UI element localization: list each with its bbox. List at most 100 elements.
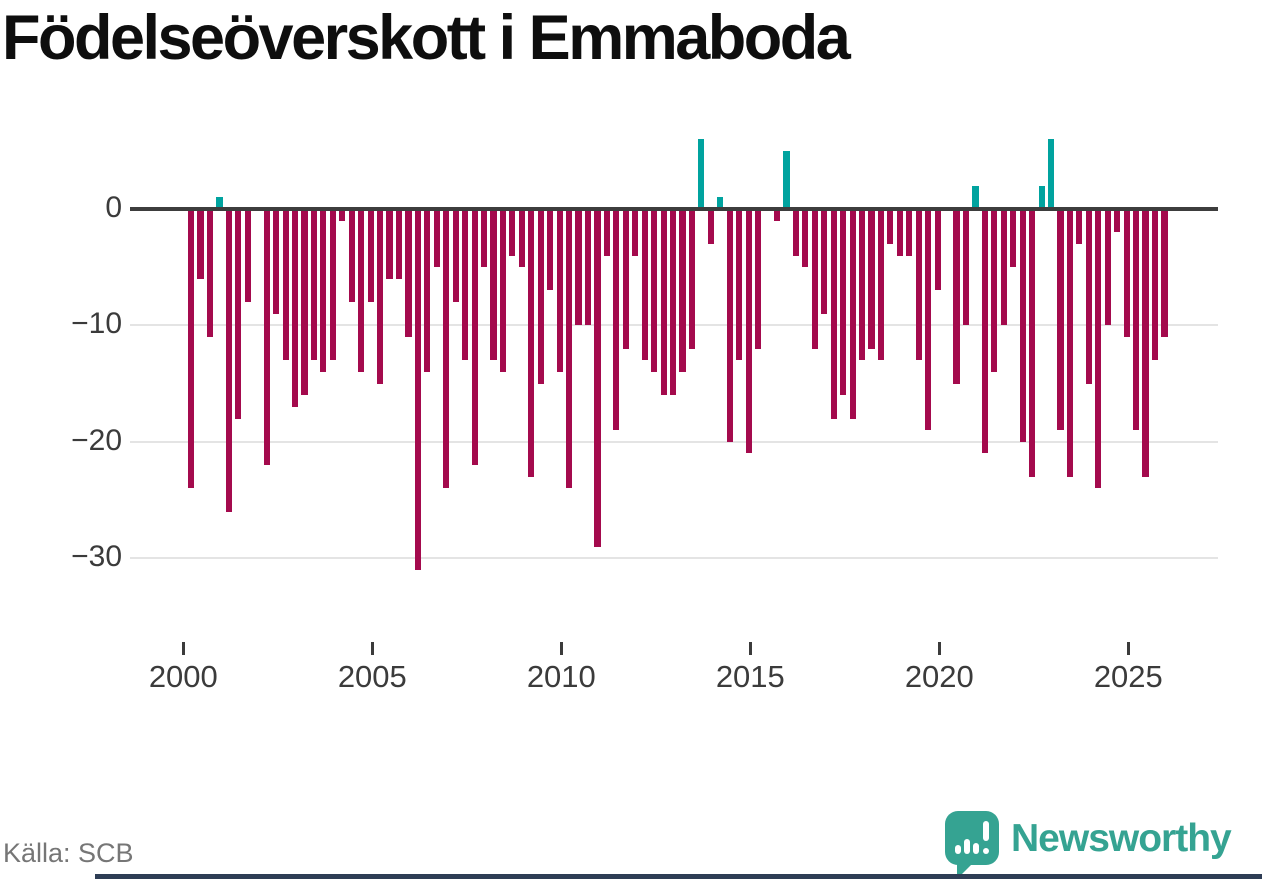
bar <box>688 209 696 349</box>
bar <box>414 209 421 570</box>
x-axis-label: 2000 <box>148 659 218 694</box>
x-axis-tick <box>370 642 374 655</box>
bar <box>1123 209 1130 338</box>
bar <box>1133 209 1140 431</box>
logo-bar-icon <box>973 843 979 854</box>
bar <box>783 150 790 211</box>
bar <box>188 209 195 489</box>
bar <box>291 209 299 407</box>
bar <box>462 209 469 361</box>
bar <box>518 209 525 268</box>
bar <box>443 209 450 489</box>
bar <box>925 209 932 431</box>
bar <box>358 209 365 372</box>
bar <box>1047 139 1055 211</box>
bar <box>849 209 856 419</box>
gridline <box>130 557 1218 560</box>
bar <box>556 209 563 372</box>
bar <box>1151 209 1159 361</box>
bar <box>575 209 582 326</box>
bar <box>1142 209 1149 477</box>
brand-wordmark: Newsworthy <box>1011 817 1232 860</box>
bar <box>301 209 308 396</box>
bar <box>877 209 885 361</box>
x-axis-tick <box>181 642 185 655</box>
y-axis-label: −10 <box>71 307 122 341</box>
bar <box>896 209 903 256</box>
bar <box>981 209 988 454</box>
bar <box>377 209 384 384</box>
bar <box>1085 209 1092 384</box>
bar <box>1066 209 1074 477</box>
bar <box>1114 209 1121 233</box>
bar <box>698 139 705 211</box>
logo-bar-icon <box>955 845 961 854</box>
x-axis-tick <box>748 642 752 655</box>
bar <box>320 209 327 372</box>
bar <box>584 209 592 326</box>
bar <box>792 209 799 256</box>
bar <box>717 197 724 211</box>
bar <box>405 209 412 338</box>
x-axis-tick <box>1126 642 1130 655</box>
bar <box>1057 209 1064 431</box>
bar <box>206 209 214 338</box>
chart-area: 0 −10 −20 −30 2000 2005 2010 2015 2020 2025 <box>71 139 1218 694</box>
bar <box>660 209 667 396</box>
x-axis-tick <box>937 642 941 655</box>
bar <box>197 209 204 279</box>
bar <box>273 209 280 314</box>
bar <box>1019 209 1026 442</box>
bar <box>424 209 431 372</box>
bar <box>566 209 573 489</box>
bar <box>216 197 223 211</box>
bar <box>811 209 818 349</box>
x-axis-label: 2025 <box>1093 659 1163 694</box>
bar <box>263 209 270 466</box>
bar <box>707 209 714 244</box>
bar <box>613 209 620 431</box>
bar <box>887 209 894 244</box>
bar <box>395 209 403 279</box>
bar <box>934 209 941 291</box>
bar <box>339 209 346 221</box>
bar <box>745 209 752 454</box>
bar <box>1010 209 1017 268</box>
x-axis-label: 2015 <box>715 659 785 694</box>
bar <box>991 209 998 372</box>
bar <box>1000 209 1007 326</box>
y-axis-label: −30 <box>71 540 122 574</box>
bar <box>480 209 488 268</box>
bar <box>367 209 374 303</box>
bar <box>528 209 535 477</box>
bar <box>235 209 242 419</box>
logo-bar-icon <box>964 839 970 854</box>
x-axis-label: 2020 <box>904 659 974 694</box>
bar <box>622 209 629 349</box>
bar <box>726 209 733 442</box>
bar <box>1076 209 1083 244</box>
bar <box>1095 209 1102 489</box>
gridline <box>130 440 1218 443</box>
bar <box>858 209 866 361</box>
bar <box>547 209 554 291</box>
bar <box>1029 209 1036 477</box>
logo-bubble-icon <box>945 811 999 865</box>
bar <box>972 185 979 211</box>
footer-accent-bar <box>95 874 1262 879</box>
bar <box>651 209 658 372</box>
bar <box>329 209 336 361</box>
bar <box>679 209 686 372</box>
bar <box>509 209 516 256</box>
x-axis-tick <box>559 642 563 655</box>
bar <box>840 209 847 396</box>
zero-axis-line <box>130 207 1218 211</box>
bar <box>348 209 355 303</box>
bar <box>755 209 762 349</box>
logo-exclamation-icon <box>983 821 989 841</box>
bar <box>282 209 289 361</box>
bar <box>962 209 970 326</box>
bar <box>736 209 743 361</box>
bar <box>669 209 677 396</box>
